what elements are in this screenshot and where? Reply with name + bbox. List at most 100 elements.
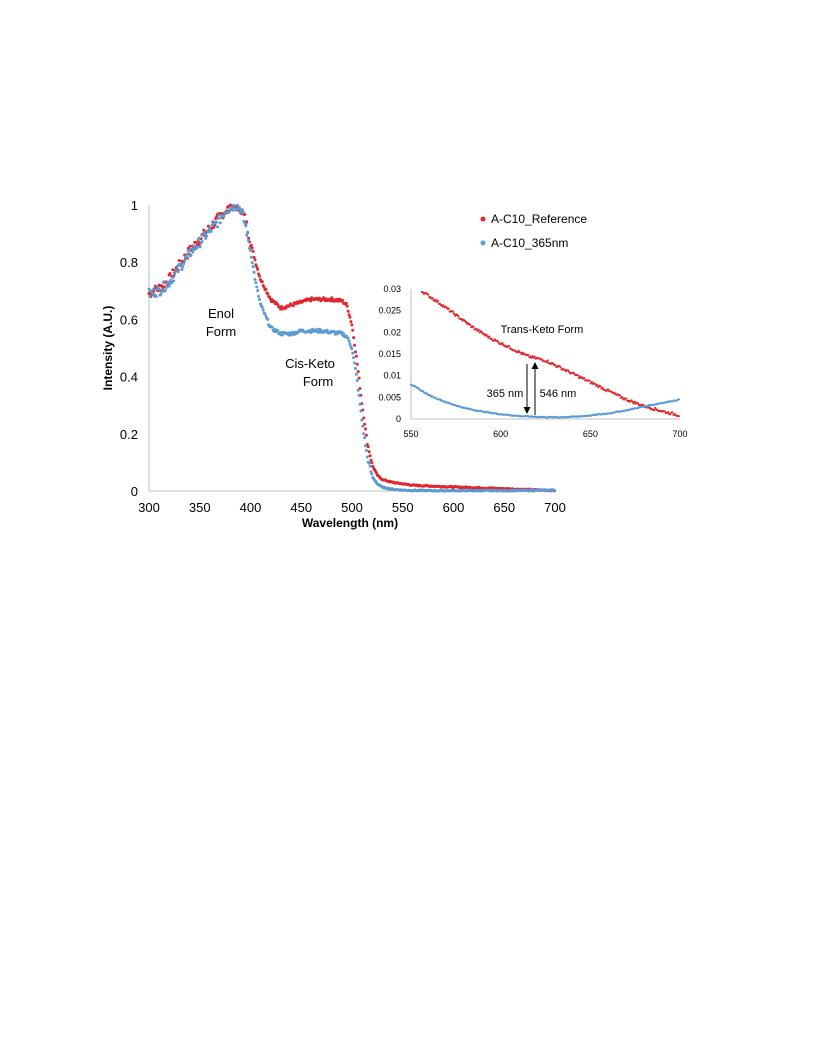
data-point — [469, 323, 472, 326]
data-point — [256, 267, 260, 271]
data-point — [152, 287, 156, 291]
data-point — [157, 287, 161, 291]
data-point — [147, 287, 151, 291]
data-point — [354, 350, 357, 354]
data-point — [185, 252, 189, 256]
data-point — [255, 265, 259, 269]
data-point — [266, 318, 270, 321]
data-point — [189, 253, 193, 257]
data-point — [203, 232, 207, 236]
data-point — [546, 359, 549, 362]
main-series-365nm — [147, 203, 557, 493]
x-axis-label: Wavelength (nm) — [302, 516, 398, 530]
legend-marker-365 — [480, 240, 486, 246]
data-point — [212, 225, 216, 229]
main-y-tick-label: 0 — [131, 484, 138, 499]
data-point — [191, 250, 195, 254]
data-point — [270, 325, 274, 329]
data-point — [185, 255, 188, 259]
main-x-tick-label: 400 — [240, 500, 262, 515]
main-x-tick-label: 550 — [392, 500, 414, 515]
data-point — [260, 280, 264, 284]
data-point — [530, 356, 533, 359]
data-point — [251, 265, 255, 269]
data-point — [162, 280, 166, 284]
data-point — [531, 355, 534, 358]
trans-keto-label: Trans-Keto Form — [501, 324, 584, 336]
data-point — [257, 294, 261, 298]
data-point — [599, 385, 602, 388]
data-point — [475, 327, 478, 331]
data-point — [486, 335, 489, 338]
data-point — [167, 284, 171, 288]
data-point — [583, 377, 586, 380]
data-point — [358, 402, 362, 406]
legend: A-C10_Reference A-C10_365nm — [480, 212, 587, 250]
data-point — [168, 272, 172, 275]
data-point — [362, 432, 366, 436]
data-point — [618, 394, 621, 397]
data-point — [159, 292, 163, 296]
data-point — [356, 370, 360, 374]
main-x-tick-label: 650 — [493, 500, 515, 515]
data-point — [249, 255, 253, 259]
data-point — [261, 308, 265, 312]
data-point — [241, 211, 245, 214]
data-point — [348, 315, 352, 319]
inset-series-365nm — [409, 383, 681, 419]
main-x-tick-label: 600 — [443, 500, 465, 515]
data-point — [176, 270, 180, 274]
data-point — [244, 224, 248, 228]
data-point — [590, 381, 593, 384]
data-point — [364, 427, 367, 431]
inset-chart: 550 600 650 700 0 0.005 0.01 0.015 0.02 0.025 0.0… — [372, 280, 698, 448]
data-point — [677, 415, 681, 418]
data-point — [366, 445, 370, 449]
data-point — [248, 248, 252, 252]
data-point — [363, 422, 367, 426]
data-point — [252, 255, 256, 259]
data-point — [245, 233, 249, 237]
main-x-tick-label: 350 — [189, 500, 211, 515]
data-point — [559, 366, 562, 369]
data-point — [183, 259, 187, 263]
data-point — [669, 413, 672, 416]
data-point — [352, 336, 356, 340]
main-y-tick-label: 0.2 — [120, 427, 138, 442]
data-point — [367, 461, 371, 465]
data-point — [195, 245, 199, 249]
data-point — [280, 305, 283, 308]
data-point — [625, 397, 628, 400]
data-point — [346, 309, 350, 313]
data-point — [436, 299, 439, 302]
data-point — [204, 237, 208, 240]
data-point — [677, 398, 681, 401]
data-point — [169, 278, 173, 282]
data-point — [593, 382, 597, 385]
data-point — [163, 288, 167, 292]
main-y-tick-label: 0.8 — [120, 255, 138, 270]
data-point — [177, 259, 181, 262]
data-point — [457, 315, 460, 318]
data-point — [490, 337, 493, 340]
data-point — [368, 454, 372, 458]
data-point — [355, 379, 359, 382]
data-point — [148, 294, 152, 298]
inset-y-tick-label: 0 — [396, 414, 401, 424]
data-point — [653, 409, 656, 412]
data-point — [264, 287, 268, 291]
data-point — [663, 410, 667, 413]
data-point — [171, 275, 175, 279]
arrow-label-546: 546 nm — [540, 388, 577, 400]
data-point — [362, 416, 366, 420]
data-point — [527, 354, 530, 357]
data-point — [251, 249, 255, 253]
data-point — [258, 274, 261, 278]
data-point — [172, 279, 176, 283]
data-point — [357, 376, 361, 380]
data-point — [290, 333, 293, 337]
data-point — [452, 312, 456, 315]
data-point — [215, 220, 219, 224]
legend-label-365: A-C10_365nm — [491, 236, 568, 250]
data-point — [216, 225, 219, 229]
